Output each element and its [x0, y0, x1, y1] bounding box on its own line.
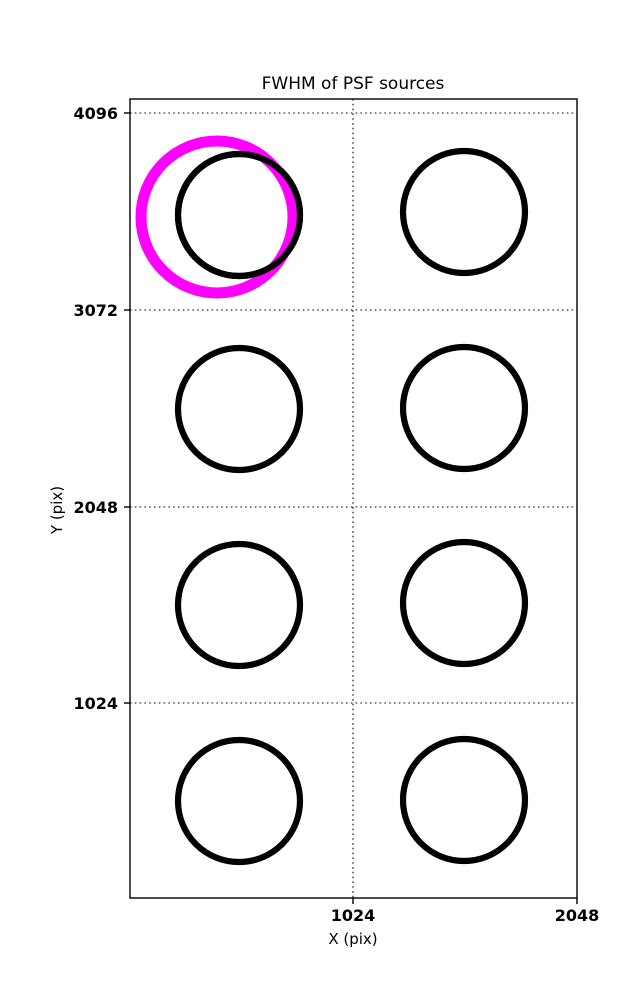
psf-source-marker[interactable]	[174, 540, 304, 670]
psf-source-marker[interactable]	[399, 735, 529, 865]
y-axis-tickmarks	[124, 112, 130, 704]
psf-source-markers	[174, 147, 529, 866]
psf-source-marker[interactable]	[399, 147, 529, 277]
chart-title: FWHM of PSF sources	[262, 74, 445, 94]
y-axis-tick-labels: 4096 3072 2048 1024	[73, 104, 118, 713]
highlighted-psf-source-marker-group	[135, 135, 299, 299]
psf-source-marker[interactable]	[174, 344, 304, 474]
x-tick-label-1024: 1024	[331, 906, 376, 925]
y-tick-label-1024: 1024	[73, 694, 118, 713]
x-axis-tickmarks	[352, 898, 578, 904]
psf-source-marker[interactable]	[399, 343, 529, 473]
x-axis-label: X (pix)	[328, 930, 377, 948]
psf-source-marker[interactable]	[399, 538, 529, 668]
x-tick-label-2048: 2048	[555, 906, 600, 925]
y-tick-label-3072: 3072	[73, 301, 118, 320]
y-tick-label-2048: 2048	[73, 498, 118, 517]
y-tick-label-4096: 4096	[73, 104, 118, 123]
psf-source-marker[interactable]	[174, 736, 304, 866]
y-axis-label: Y (pix)	[48, 486, 66, 535]
x-axis-tick-labels: 1024 2048	[331, 906, 600, 925]
psf-source-marker-overlap[interactable]	[174, 150, 304, 280]
highlighted-psf-source-marker[interactable]	[135, 135, 299, 299]
